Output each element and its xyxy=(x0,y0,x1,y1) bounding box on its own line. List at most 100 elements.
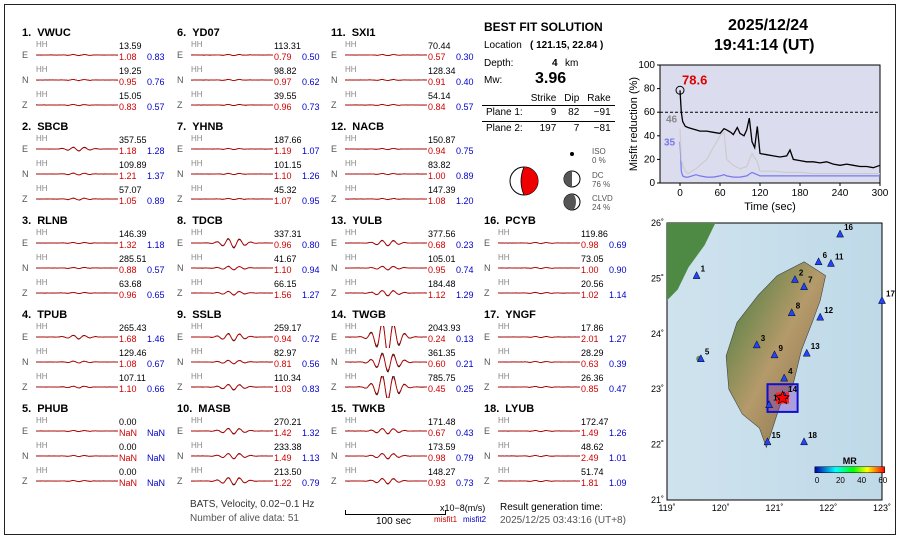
waveform-trace xyxy=(345,427,427,435)
amplitude-value: 285.51 xyxy=(119,254,147,264)
component-label: N xyxy=(331,451,338,461)
waveform-trace xyxy=(191,384,273,391)
amplitude-value: 15.05 xyxy=(119,91,142,101)
channel-label: HH xyxy=(191,372,203,381)
amplitude-value: 51.74 xyxy=(581,467,604,477)
waveform-trace xyxy=(498,429,580,433)
trace-row: E HH 113.31 0.79 0.50 xyxy=(177,40,327,68)
lat-tick-label: 26˚ xyxy=(651,218,664,228)
trace-row: E HH 259.17 0.94 0.72 xyxy=(177,322,327,350)
synthetic-waveform xyxy=(498,267,580,269)
station-title: 2. SBCB xyxy=(22,121,68,133)
trace-row: E HH 70.44 0.57 0.30 xyxy=(331,40,481,68)
station-marker-label: 4 xyxy=(788,367,793,376)
station-number: 3. xyxy=(22,215,32,227)
x-tick-label: 300 xyxy=(872,188,889,199)
waveform-trace xyxy=(498,361,580,364)
misfit2-value: 1.09 xyxy=(609,478,627,488)
component-label: N xyxy=(177,357,184,367)
misfit1-value: 0.94 xyxy=(274,334,292,344)
misfit1-value: 0.88 xyxy=(119,265,137,275)
observed-waveform xyxy=(345,352,427,373)
amplitude-value: 129.46 xyxy=(119,348,147,358)
channel-label: HH xyxy=(345,278,357,287)
synthetic-waveform xyxy=(36,292,118,294)
lon-tick-label: 120˚ xyxy=(712,503,730,513)
misfit2-value: 0.95 xyxy=(302,196,320,206)
component-label: E xyxy=(22,426,29,436)
misfit2-value: 0.83 xyxy=(147,52,165,62)
misfit2-value: 0.89 xyxy=(147,196,165,206)
station-name: TPUB xyxy=(37,309,68,321)
trace-row: E HH 357.55 1.18 1.28 xyxy=(22,134,172,162)
component-label: N xyxy=(177,451,184,461)
legend-misfit1: misfit1 xyxy=(434,515,458,524)
trace-row: E HH 2043.93 0.24 0.13 xyxy=(331,322,481,350)
station-triangle-icon xyxy=(827,258,835,267)
amplitude-value: 28.29 xyxy=(581,348,604,358)
plane2-label: Plane 2: xyxy=(486,123,523,134)
misfit1-value: 0.57 xyxy=(428,52,446,62)
station-panel: 11. SXI1 E HH 70.44 0.57 0.30 N HH 128.34 0.91 0.40… xyxy=(331,27,481,127)
channel-label: HH xyxy=(191,441,203,450)
waveform-trace xyxy=(345,453,427,460)
waveform-trace xyxy=(191,265,273,271)
synthetic-waveform xyxy=(36,79,118,81)
x-tick-label: 180 xyxy=(792,188,809,199)
component-label: Z xyxy=(331,382,337,392)
y-tick-label: 80 xyxy=(644,84,656,95)
trace-row: Z HH 213.50 1.22 0.79 xyxy=(177,466,327,494)
component-label: Z xyxy=(484,476,490,486)
amplitude-value: 41.67 xyxy=(274,254,297,264)
x-tick-label: 60 xyxy=(714,188,726,199)
misfit1-value: 1.08 xyxy=(119,52,137,62)
station-panel: 10. MASB E HH 270.21 1.42 1.32 N HH 233.38 1.49 1.1… xyxy=(177,403,327,503)
misfit1-value: 2.49 xyxy=(581,453,599,463)
waveform-trace xyxy=(36,266,118,269)
misfit2-value: 0.30 xyxy=(456,52,474,62)
station-marker-label: 5 xyxy=(705,348,710,357)
synthetic-waveform xyxy=(36,54,118,56)
misfit1-value: 1.00 xyxy=(428,171,446,181)
synthetic-waveform xyxy=(498,242,580,244)
misfit2-value: 1.01 xyxy=(609,453,627,463)
station-triangle-icon xyxy=(800,282,808,290)
misfit2-value: 0.75 xyxy=(456,146,474,156)
channel-label: HH xyxy=(345,134,357,143)
waveform-trace xyxy=(36,172,118,176)
trace-row: Z HH 51.74 1.81 1.09 xyxy=(484,466,634,494)
station-title: 6. YD07 xyxy=(177,27,220,39)
channel-label: HH xyxy=(36,372,48,381)
trace-row: N HH 48.62 2.49 1.01 xyxy=(484,441,634,469)
component-label: N xyxy=(484,357,491,367)
result-time-label: Result generation time: xyxy=(500,502,603,513)
misfit2-value: 0.69 xyxy=(609,240,627,250)
trace-row: N HH 73.05 1.00 0.90 xyxy=(484,253,634,281)
waveform-trace xyxy=(345,326,427,348)
misfit1-value: 1.10 xyxy=(274,171,292,181)
station-marker-label: 2 xyxy=(799,269,804,278)
lat-tick-label: 22˚ xyxy=(651,440,664,450)
channel-label: HH xyxy=(191,466,203,475)
component-label: N xyxy=(177,169,184,179)
station-marker-label: 9 xyxy=(779,344,784,353)
col-rake: Rake xyxy=(583,92,615,106)
synthetic-waveform xyxy=(345,173,427,175)
channel-label: HH xyxy=(345,90,357,99)
waveform-trace xyxy=(36,385,118,389)
station-marker-label: 15 xyxy=(772,431,781,440)
misfit2-value: 0.50 xyxy=(302,52,320,62)
clvd-label: CLVD xyxy=(592,194,613,203)
misfit1-value: 0.45 xyxy=(428,384,446,394)
waveform-trace xyxy=(498,479,580,483)
lon-tick-label: 123˚ xyxy=(873,503,891,513)
channel-label: HH xyxy=(498,322,510,331)
station-title: 5. PHUB xyxy=(22,403,68,415)
waveform-trace xyxy=(191,197,273,201)
waveform-trace xyxy=(191,477,273,486)
component-label: E xyxy=(484,238,491,248)
waveform-trace xyxy=(36,455,118,457)
plane1-label: Plane 1: xyxy=(486,107,523,118)
component-label: E xyxy=(331,332,338,342)
